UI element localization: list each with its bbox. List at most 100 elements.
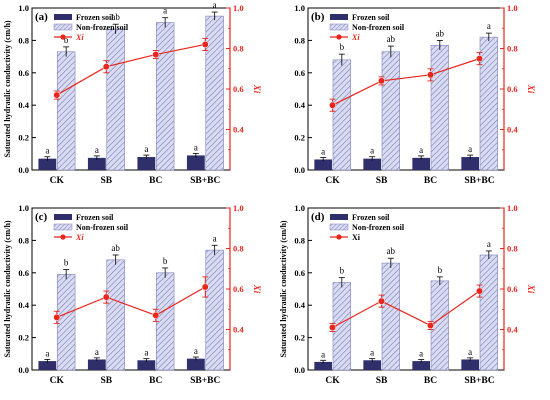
- xi-point: [102, 293, 110, 301]
- significance-letter: a: [95, 347, 99, 357]
- bar-frozen-soil: [186, 155, 205, 170]
- x-tick-label: SB+BC: [190, 376, 220, 386]
- y-tick-label: 0.0: [18, 365, 29, 375]
- significance-letter: a: [144, 348, 148, 358]
- x-tick-label: BC: [149, 176, 162, 186]
- y-tick-label: 0.4: [18, 300, 29, 310]
- xi-point: [476, 287, 483, 295]
- y2-tick-label: 0.6: [507, 84, 518, 94]
- y-tick-label: 0.4: [294, 300, 305, 310]
- y-tick-label: 1.0: [294, 3, 305, 13]
- xi-line: [332, 290, 480, 329]
- bar-frozen-soil: [87, 157, 106, 170]
- xi-point: [427, 71, 434, 79]
- panel-label: (d): [311, 211, 325, 223]
- bar-non-frozen-soil: [155, 272, 175, 371]
- legend-swatch-non-frozen: [53, 223, 73, 231]
- bar-frozen-soil: [137, 360, 156, 370]
- significance-letter: ab: [111, 12, 120, 22]
- legend-label: Non-frozen soil: [76, 223, 129, 232]
- chart-panel-b: 0.00.20.40.60.81.00.40.60.81.0(b)XiabCKa…: [294, 3, 536, 186]
- significance-letter: ab: [387, 34, 396, 44]
- legend-label: Non-frozen soil: [352, 23, 405, 32]
- significance-letter: a: [419, 145, 423, 155]
- legend-swatch-frozen: [54, 214, 72, 220]
- significance-letter: a: [45, 146, 49, 156]
- y2-tick-label: 0.6: [233, 84, 244, 94]
- significance-letter: a: [163, 6, 167, 16]
- y2-axis-title: Xi: [526, 284, 536, 294]
- legend-swatch-frozen: [330, 214, 348, 220]
- significance-letter: a: [487, 21, 491, 31]
- y-tick-label: 0.2: [18, 133, 29, 143]
- significance-letter: a: [144, 144, 148, 154]
- bar-non-frozen-soil: [106, 259, 125, 371]
- significance-letter: ab: [387, 246, 396, 256]
- legend-label: Frozen soil: [76, 13, 114, 22]
- significance-letter: a: [468, 144, 472, 154]
- legend-label: Non-frozen soil: [352, 223, 405, 232]
- significance-letter: a: [370, 146, 374, 156]
- legend-swatch-xi-marker: [60, 34, 66, 40]
- xi-point: [53, 313, 61, 321]
- legend-label: Xi: [75, 233, 84, 242]
- y-tick-label: 0.4: [18, 100, 29, 110]
- x-tick-label: CK: [325, 376, 340, 386]
- bar-frozen-soil: [461, 359, 479, 370]
- y2-tick-label: 0.6: [233, 284, 244, 294]
- y-tick-label: 0.8: [294, 235, 305, 245]
- bar-frozen-soil: [412, 157, 430, 170]
- y2-tick-label: 0.4: [233, 325, 244, 335]
- significance-letter: a: [487, 239, 491, 249]
- xi-point: [102, 63, 110, 71]
- y2-tick-label: 0.8: [507, 44, 518, 54]
- y-tick-label: 1.0: [18, 203, 29, 213]
- significance-letter: a: [468, 347, 472, 357]
- y2-axis-title: Xi: [526, 84, 536, 94]
- y2-tick-label: 1.0: [507, 203, 518, 213]
- legend-label: Xi: [352, 233, 361, 242]
- y2-tick-label: 0.8: [507, 244, 518, 254]
- x-tick-label: SB: [376, 376, 388, 386]
- xi-point: [378, 297, 385, 305]
- y-tick-label: 1.0: [18, 3, 29, 13]
- y2-tick-label: 1.0: [507, 3, 518, 13]
- y-axis-title: Saturated hydraulic conductivity (cm/h): [279, 220, 288, 357]
- legend-label: Non-frozen soil: [76, 23, 129, 32]
- bar-frozen-soil: [38, 361, 57, 370]
- legend-label: Frozen soil: [352, 13, 390, 22]
- xi-line: [56, 43, 206, 96]
- bar-frozen-soil: [87, 359, 106, 370]
- bar-non-frozen-soil: [56, 274, 76, 371]
- chart-panel-c: 0.0 0.2 0.4 0.6 0.8 1.0 0.4 0.6 0.8 1.0 (c) Saturat…: [3, 203, 262, 386]
- significance-letter: a: [45, 348, 49, 358]
- significance-letter: a: [321, 349, 325, 359]
- y2-tick-label: 1.0: [233, 3, 244, 13]
- y-axis-title: Saturated hydraulic conductivity (cm/h): [3, 20, 12, 157]
- x-tick-label: BC: [424, 376, 437, 386]
- bar-non-frozen-soil: [381, 51, 400, 171]
- y2-tick-label: 0.4: [507, 125, 518, 135]
- significance-letter: a: [321, 147, 325, 157]
- y-tick-label: 0.6: [294, 268, 305, 278]
- bar-non-frozen-soil: [430, 44, 449, 171]
- bar-non-frozen-soil: [381, 262, 400, 371]
- y-tick-label: 0.4: [294, 100, 305, 110]
- y2-tick-label: 0.4: [507, 325, 518, 335]
- significance-letter: a: [213, 0, 217, 10]
- x-tick-label: SB+BC: [464, 376, 494, 386]
- y-tick-label: 0.8: [18, 235, 29, 245]
- y-tick-label: 0.0: [18, 165, 29, 175]
- bar-non-frozen-soil: [56, 51, 76, 171]
- y-tick-label: 0.8: [294, 35, 305, 45]
- bar-frozen-soil: [38, 158, 57, 170]
- y-tick-label: 0.0: [294, 165, 305, 175]
- y-tick-label: 0.6: [18, 268, 29, 278]
- bar-non-frozen-soil: [205, 15, 224, 171]
- significance-letter: b: [340, 42, 345, 52]
- x-tick-label: CK: [50, 376, 65, 386]
- xi-point: [152, 311, 160, 319]
- legend-swatch-xi-marker: [336, 34, 342, 40]
